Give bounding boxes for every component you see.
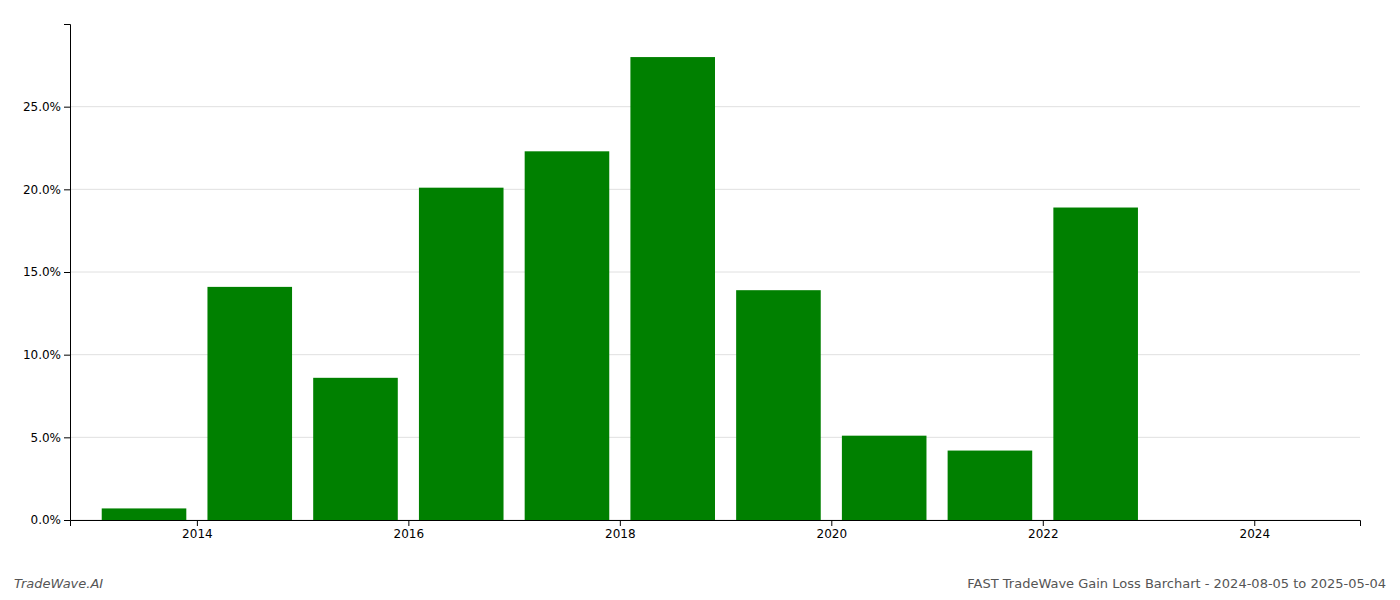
x-tick-label: 2018 <box>605 527 636 541</box>
x-tick: 2014 <box>182 520 213 541</box>
bar <box>1053 208 1138 520</box>
y-tick: 0.0% <box>31 513 71 527</box>
bar <box>419 188 504 520</box>
y-tick: 10.0% <box>23 348 70 362</box>
y-tick-label: 25.0% <box>23 100 61 114</box>
footer: TradeWave.AI FAST TradeWave Gain Loss Bar… <box>14 576 1386 591</box>
bar <box>525 151 610 520</box>
x-tick-mark <box>620 520 621 526</box>
y-tick-label: 5.0% <box>31 431 62 445</box>
x-tick: 2016 <box>394 520 425 541</box>
y-tick-mark <box>64 520 70 521</box>
x-tick-mark <box>831 520 832 526</box>
y-axis: 0.0% 5.0% 10.0% 15.0% 20.0% 25.0% <box>23 25 71 528</box>
y-tick-mark <box>64 189 70 190</box>
x-tick: 2018 <box>605 520 636 541</box>
x-tick: 2024 <box>1239 520 1270 541</box>
y-tick-mark <box>64 107 70 108</box>
x-tick: 2022 <box>1028 520 1059 541</box>
y-tick: 5.0% <box>31 431 71 445</box>
y-tick-label: 0.0% <box>31 513 62 527</box>
y-tick-mark <box>64 272 70 273</box>
bar <box>630 57 715 520</box>
chart: 0.0% 5.0% 10.0% 15.0% 20.0% 25.0% 2014 2016 2018… <box>0 0 1400 600</box>
y-tick: 20.0% <box>23 183 70 197</box>
y-tick-label: 20.0% <box>23 183 61 197</box>
y-tick-mark <box>64 437 70 438</box>
x-tick-mark <box>1254 520 1255 526</box>
y-tick-label: 10.0% <box>23 348 61 362</box>
x-tick-mark <box>197 520 198 526</box>
bar <box>842 436 927 520</box>
bars <box>102 57 1138 520</box>
x-tick: 2020 <box>817 520 848 541</box>
y-tick-label: 15.0% <box>23 265 61 279</box>
y-axis-line <box>64 25 71 521</box>
x-tick-mark <box>1043 520 1044 526</box>
bar <box>948 451 1033 520</box>
y-tick: 25.0% <box>23 100 70 114</box>
plot: 0.0% 5.0% 10.0% 15.0% 20.0% 25.0% 2014 2016 2018… <box>23 25 1361 541</box>
y-tick: 15.0% <box>23 265 70 279</box>
y-tick-mark <box>64 355 70 356</box>
x-axis-line <box>71 521 1361 527</box>
x-tick-mark <box>408 520 409 526</box>
bar <box>207 287 292 520</box>
annotation: FAST TradeWave Gain Loss Barchart - 2024… <box>967 576 1386 591</box>
bar <box>102 508 187 520</box>
bar <box>313 378 398 520</box>
bar <box>736 290 821 520</box>
x-tick-label: 2016 <box>394 527 425 541</box>
x-tick-label: 2014 <box>182 527 213 541</box>
x-tick-label: 2022 <box>1028 527 1059 541</box>
annotation: TradeWave.AI <box>14 576 103 591</box>
x-tick-label: 2020 <box>817 527 848 541</box>
x-axis: 2014 2016 2018 2020 2022 2024 <box>71 520 1361 541</box>
x-tick-label: 2024 <box>1239 527 1270 541</box>
